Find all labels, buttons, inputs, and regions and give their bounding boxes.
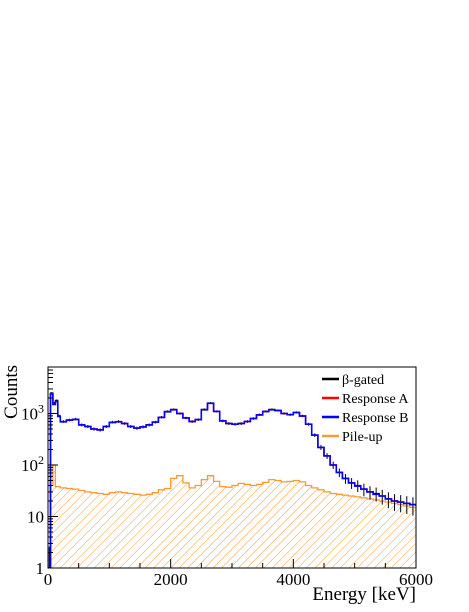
y-tick-label: 10 — [27, 508, 44, 527]
axes: 0 2000 4000 6000 1 10 102 103 — [21, 366, 433, 589]
series-response-b — [48, 393, 416, 568]
y-axis-label: Counts — [1, 365, 22, 419]
series-line — [48, 393, 416, 568]
x-tick-label: 2000 — [154, 570, 188, 589]
legend: β-gated Response A Response B Pile-up — [322, 373, 409, 445]
legend-label: β-gated — [342, 373, 384, 388]
x-tick-label: 4000 — [276, 570, 310, 589]
x-tick-label: 6000 — [399, 570, 433, 589]
pileup-outline — [48, 464, 416, 568]
legend-label: Response A — [342, 392, 409, 407]
y-tick-label: 103 — [21, 402, 44, 424]
pileup-fill — [48, 465, 416, 568]
y-tick-label: 1 — [36, 559, 45, 578]
legend-label: Response B — [342, 411, 409, 426]
legend-label: Pile-up — [342, 430, 382, 445]
series-pile-up — [48, 464, 416, 568]
plot-area — [48, 392, 416, 568]
x-tick-label: 0 — [44, 570, 53, 589]
x-axis-label: Energy [keV] — [312, 584, 416, 605]
y-tick-label: 102 — [21, 453, 44, 475]
